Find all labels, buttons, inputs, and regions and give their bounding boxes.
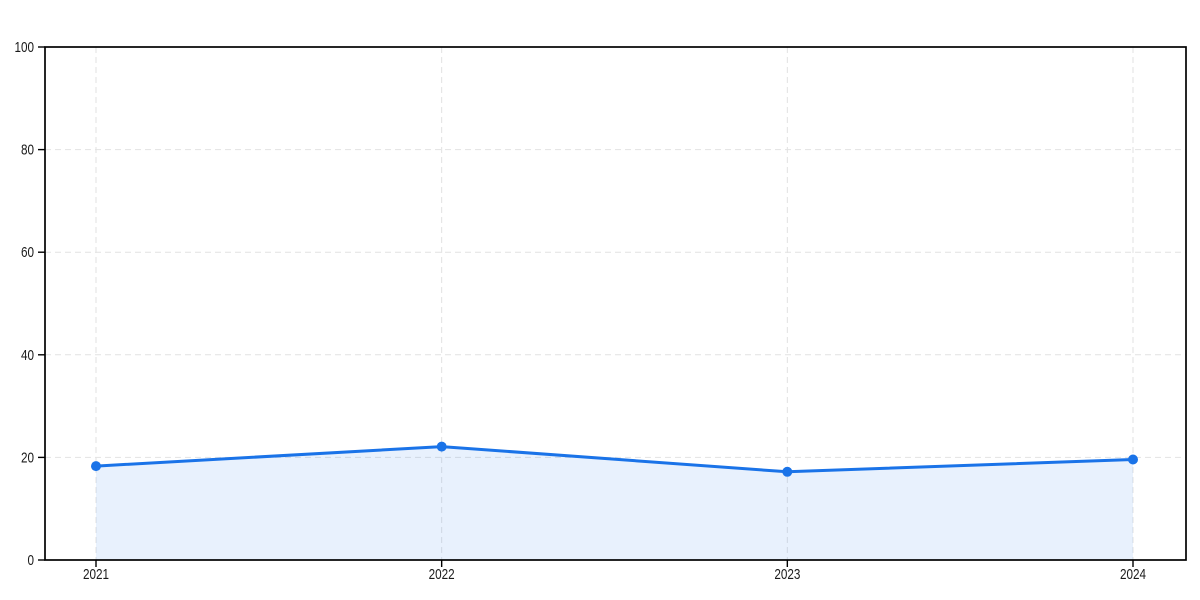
y-tick-label-20: 20 xyxy=(21,449,34,466)
y-tick-label-80: 80 xyxy=(21,142,34,159)
area-fill xyxy=(96,446,1133,560)
tick-labels: 2021 2022 2023 2024 0 20 40 60 80 100 xyxy=(14,39,1146,583)
y-tick-label-0: 0 xyxy=(27,552,34,569)
x-tick-label-2022: 2022 xyxy=(429,566,455,583)
data-point-2023 xyxy=(782,466,793,477)
y-tick-label-40: 40 xyxy=(21,347,34,364)
tick-marks xyxy=(38,46,1134,567)
x-tick-label-2021: 2021 xyxy=(83,566,109,583)
y-tick-label-100: 100 xyxy=(14,39,34,56)
trend-line xyxy=(94,445,1135,474)
x-tick-label-2023: 2023 xyxy=(774,566,800,583)
plot-border xyxy=(44,46,1187,561)
data-point-2021 xyxy=(91,461,101,472)
data-points xyxy=(91,441,1138,477)
y-tick-label-60: 60 xyxy=(21,244,34,261)
data-point-2024 xyxy=(1128,454,1138,465)
x-tick-label-2024: 2024 xyxy=(1120,566,1146,583)
data-point-2022 xyxy=(436,441,447,452)
